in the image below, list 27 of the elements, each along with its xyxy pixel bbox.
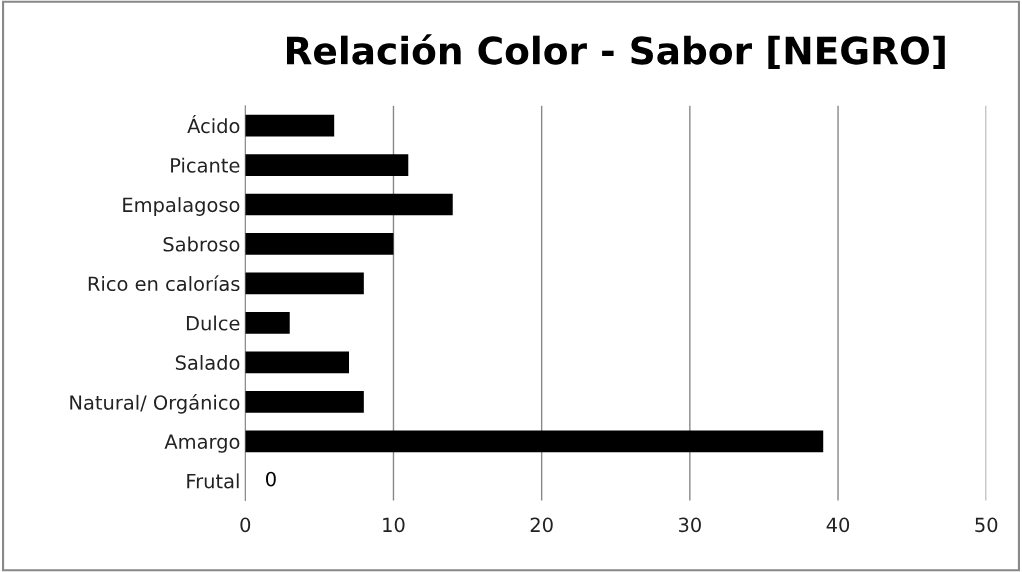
chart-title: Relación Color - Sabor [NEGRO] bbox=[286, 34, 945, 70]
y-tick-label: Sabroso bbox=[163, 236, 240, 252]
bar bbox=[245, 233, 394, 255]
y-tick-label: Natural/ Orgánico bbox=[70, 394, 240, 414]
x-tick-label: 50 bbox=[975, 517, 998, 533]
y-tick-label: Rico en calorías bbox=[88, 275, 240, 292]
y-tick-label: Picante bbox=[171, 157, 240, 173]
bar bbox=[245, 114, 335, 137]
y-tick-label: Empalagoso bbox=[123, 197, 240, 216]
x-tick-label: 40 bbox=[826, 517, 850, 533]
x-tick-label: 30 bbox=[678, 517, 701, 533]
bar bbox=[245, 193, 453, 216]
x-tick-label: 20 bbox=[530, 517, 553, 533]
x-tick-label: 0 bbox=[240, 517, 251, 533]
y-tick-label: Frutal bbox=[187, 473, 239, 489]
y-tick-label: Dulce bbox=[186, 315, 240, 331]
y-tick-label: Amargo bbox=[164, 434, 240, 453]
bar bbox=[245, 272, 364, 295]
x-tick-label: 10 bbox=[383, 517, 405, 533]
y-tick-label: Ácido bbox=[187, 114, 240, 134]
data-label: 0 bbox=[266, 471, 276, 487]
bar bbox=[245, 351, 350, 374]
bar bbox=[245, 154, 409, 176]
bar bbox=[245, 430, 824, 453]
y-tick-label: Salado bbox=[175, 354, 240, 371]
bar bbox=[245, 390, 364, 413]
bar bbox=[245, 312, 290, 334]
